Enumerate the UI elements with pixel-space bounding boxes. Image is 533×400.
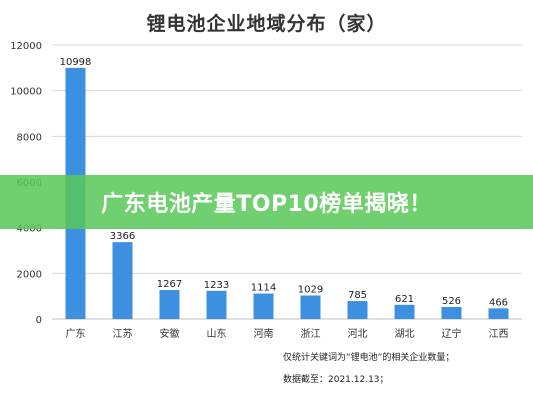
bar	[300, 295, 321, 319]
bar	[441, 306, 462, 319]
x-tick-label: 山东	[207, 327, 227, 340]
bar-value-label: 1029	[298, 285, 323, 296]
y-tick-label: 8000	[17, 132, 42, 143]
y-tick-label: 0	[36, 315, 42, 326]
bar-value-label: 1233	[204, 280, 229, 291]
y-tick-label: 12000	[10, 41, 42, 52]
x-tick-label: 浙江	[301, 328, 321, 340]
bar-value-label: 785	[348, 290, 367, 301]
headline-banner: 广东电池产量TOP10榜单揭晓！	[0, 175, 533, 229]
bar	[159, 290, 180, 319]
bar-value-label: 3366	[110, 231, 135, 242]
bar	[347, 301, 368, 319]
bar	[253, 293, 274, 319]
y-tick-label: 10000	[10, 87, 42, 98]
x-tick-label: 湖北	[395, 328, 415, 340]
bar-value-label: 10998	[60, 57, 92, 68]
y-tick-label: 2000	[17, 269, 42, 280]
x-tick-label: 河南	[254, 327, 274, 340]
x-tick-label: 辽宁	[442, 327, 462, 340]
bar-value-label: 1114	[251, 283, 276, 294]
x-tick-label: 河北	[348, 328, 368, 340]
x-tick-label: 江苏	[113, 327, 133, 340]
bar	[394, 304, 415, 319]
headline-text: 广东电池产量TOP10榜单揭晓！	[101, 192, 432, 217]
footnote-keyword: 仅统计关键词为“锂电池”的相关企业数量；	[283, 353, 455, 363]
bar	[488, 308, 509, 319]
chart-title: 锂电池企业地域分布（家）	[146, 13, 387, 35]
bar	[206, 290, 227, 319]
x-tick-label: 江西	[489, 328, 509, 340]
x-tick-label: 安徽	[160, 327, 180, 340]
bar-value-label: 466	[489, 297, 508, 308]
y-tick-label: 4000	[17, 224, 42, 235]
bar-value-label: 526	[442, 296, 461, 307]
bar-value-label: 621	[395, 294, 414, 305]
footnote-date: 数据截至：2021.12.13；	[283, 375, 389, 385]
x-tick-label: 广东	[66, 327, 86, 340]
bar-value-label: 1267	[157, 279, 182, 290]
bar	[112, 242, 133, 319]
